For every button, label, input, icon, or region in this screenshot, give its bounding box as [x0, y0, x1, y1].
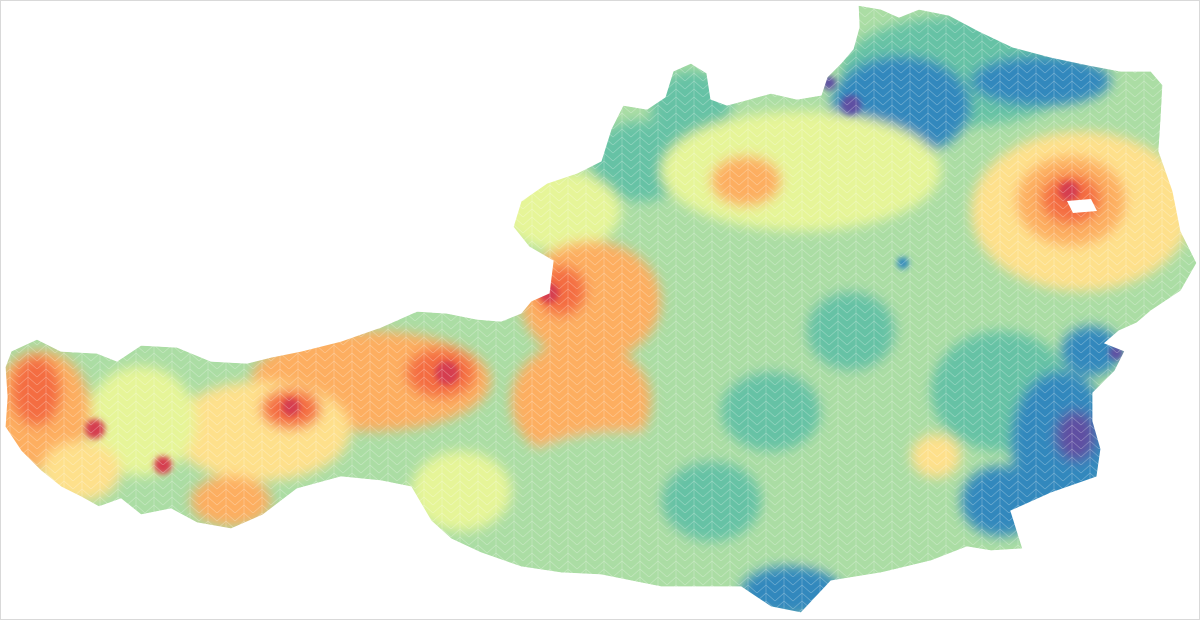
austria-border — [4, 4, 1198, 614]
